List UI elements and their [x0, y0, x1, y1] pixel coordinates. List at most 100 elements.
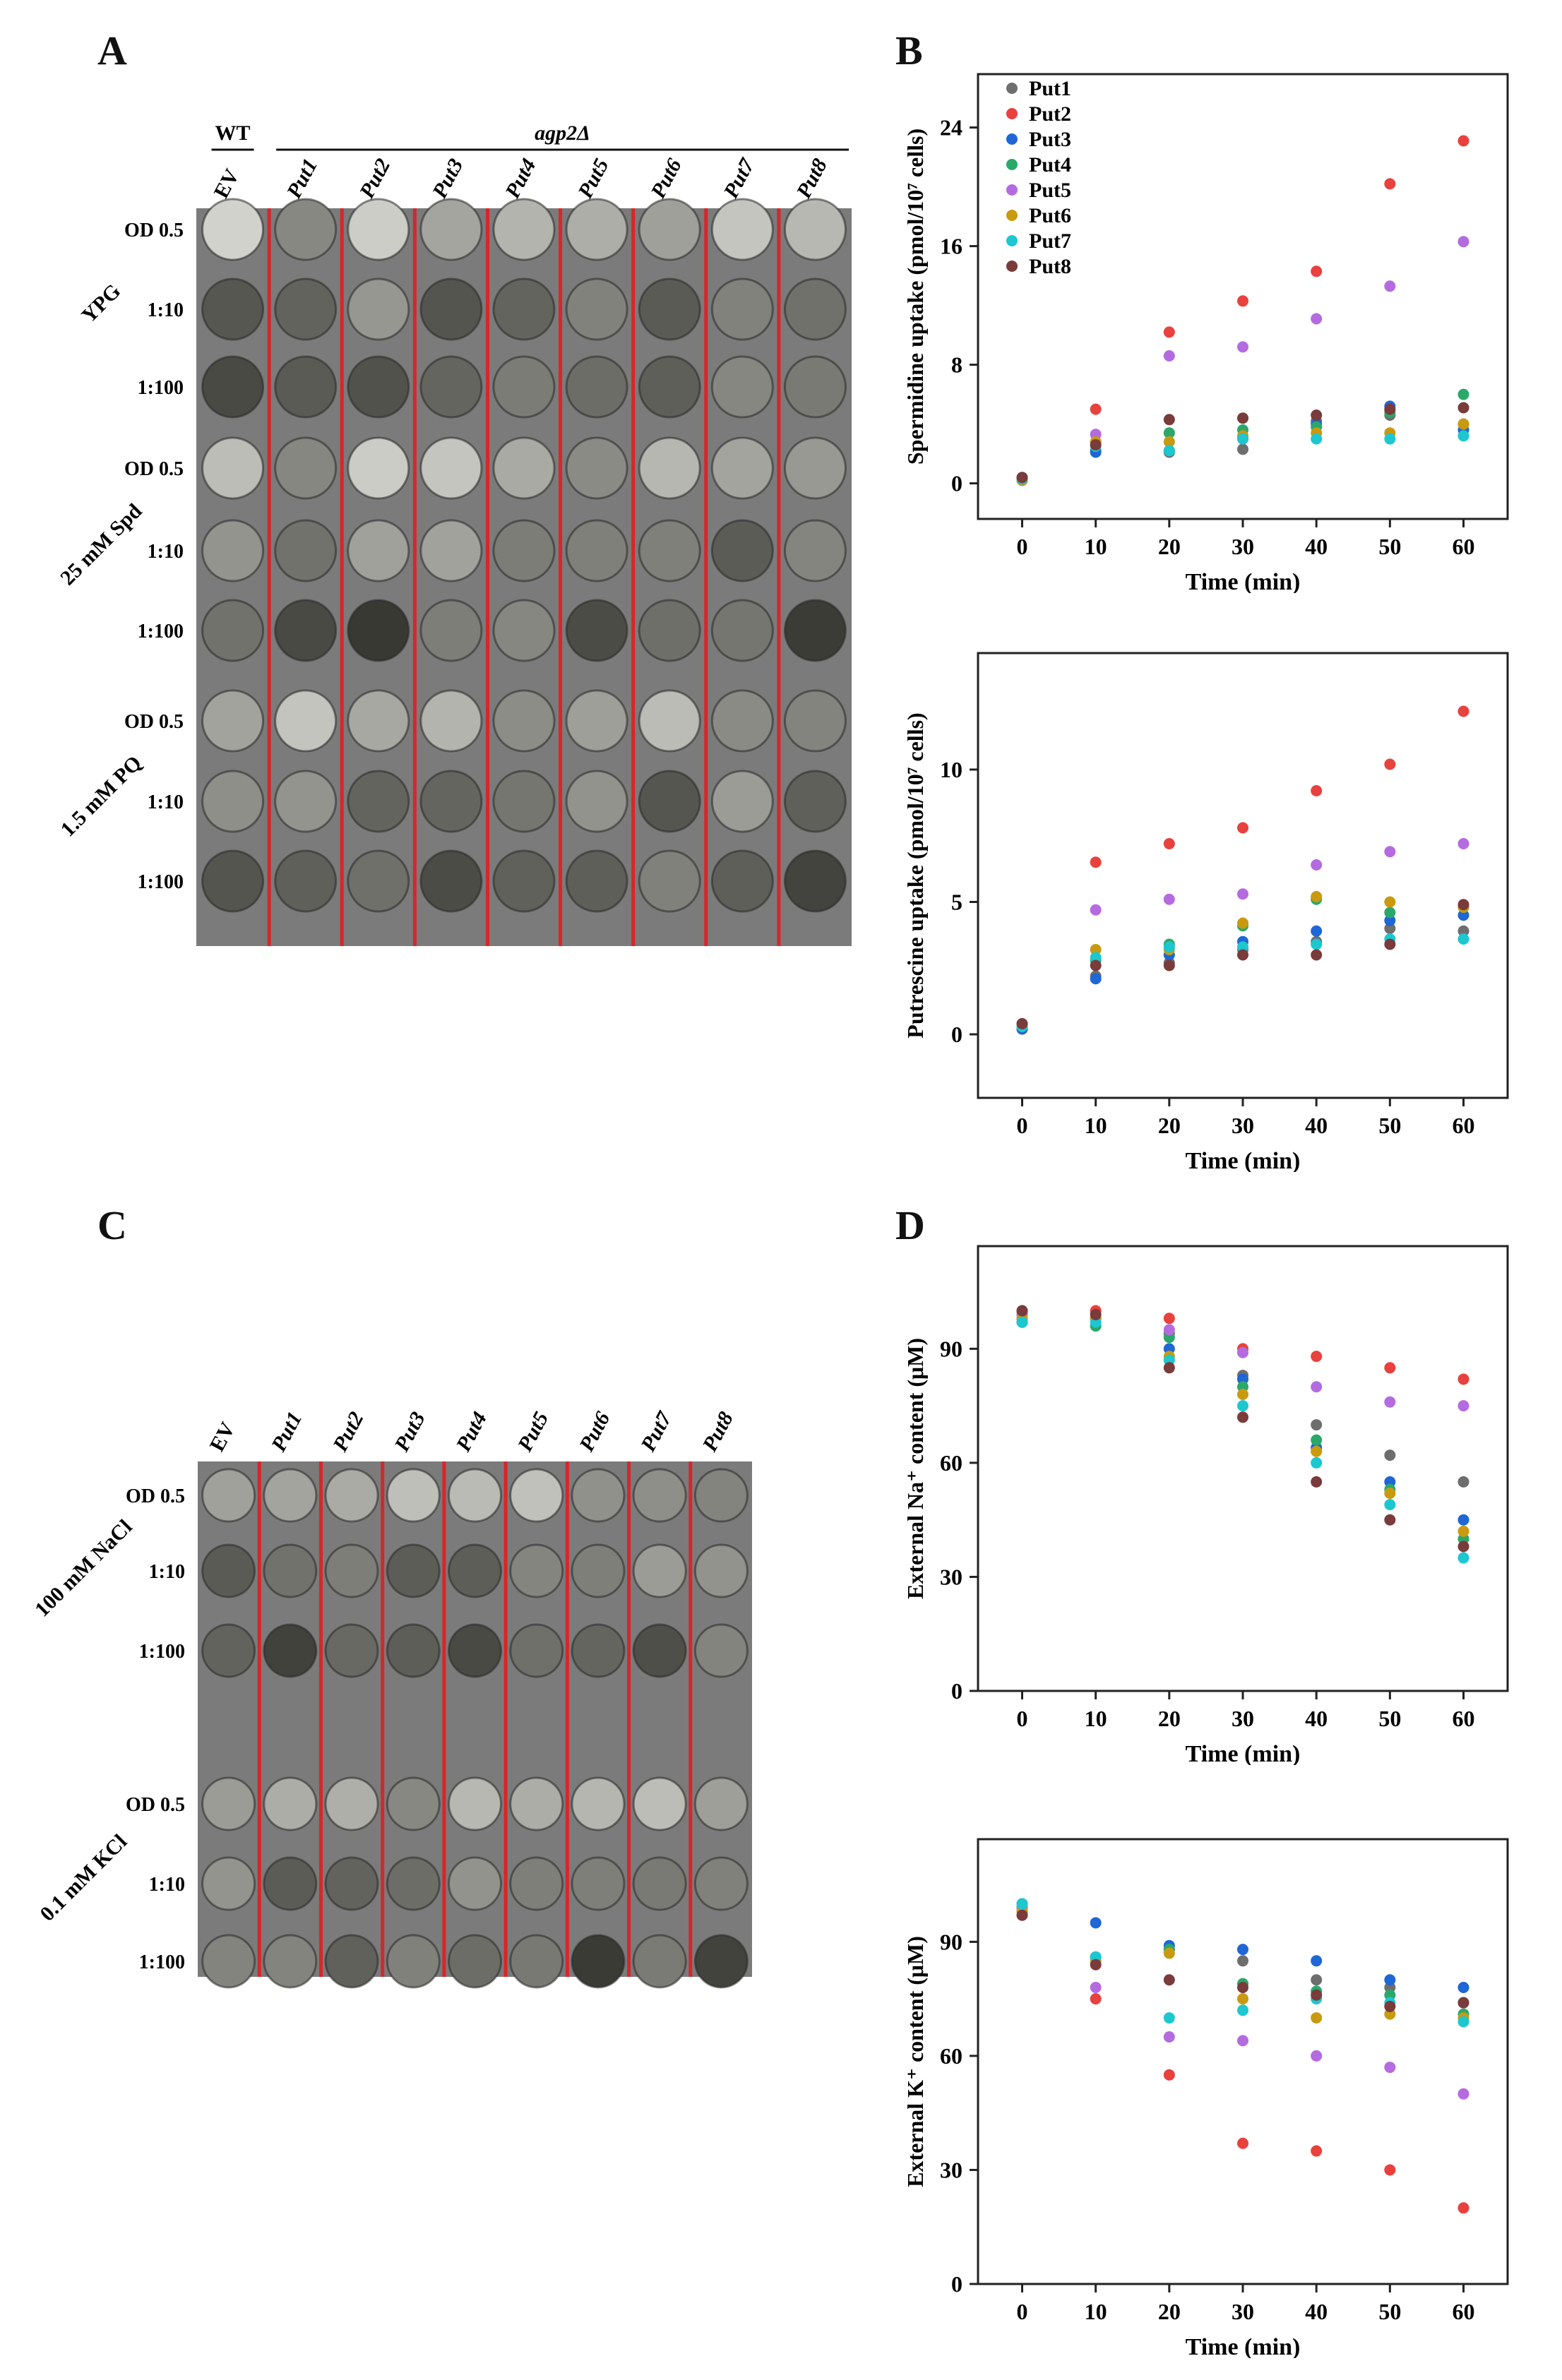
colony-spot	[201, 436, 265, 500]
data-point-put1	[1237, 1955, 1248, 1967]
legend-label-put8: Put8	[1029, 255, 1071, 278]
x-tick-label: 20	[1158, 2299, 1181, 2324]
colony-spot	[201, 277, 265, 341]
colony-spot	[693, 1856, 749, 1911]
data-point-put2	[1457, 705, 1469, 717]
colony-spot	[492, 599, 556, 662]
colony-spot	[783, 355, 847, 419]
data-point-put6	[1237, 917, 1248, 929]
colony-spot	[263, 1856, 318, 1911]
colony-spot	[201, 599, 265, 662]
colony-spot	[419, 770, 483, 833]
colony-spot	[492, 519, 556, 582]
colony-spot	[274, 277, 338, 341]
colony-spot	[565, 519, 628, 582]
colony-spot	[638, 599, 701, 662]
external-k-content-chart: 0 10 20 30 40 50 60 0 30 60 90 Time (min) External K…	[902, 1838, 1509, 2358]
colony-spot	[565, 436, 628, 500]
data-point-put2	[1090, 1993, 1102, 2005]
data-point-put5	[1457, 2088, 1469, 2100]
colony-spot	[419, 436, 483, 500]
data-point-put8	[1457, 899, 1469, 911]
colony-spot	[274, 770, 338, 833]
colony-spot	[201, 1543, 256, 1598]
colony-spot	[565, 770, 628, 833]
colony-spot	[509, 1543, 564, 1598]
data-point-put2	[1457, 2202, 1469, 2214]
legend-label-put4: Put4	[1029, 153, 1071, 177]
x-tick-label: 0	[1017, 1706, 1028, 1731]
legend-marker-put5	[1006, 184, 1018, 196]
x-tick-label: 40	[1305, 1706, 1328, 1731]
data-point-put5	[1090, 1982, 1102, 1993]
data-point-put5	[1163, 1324, 1175, 1336]
data-point-put2	[1384, 1362, 1396, 1374]
colony-spot	[201, 198, 265, 261]
data-point-put8	[1384, 938, 1396, 950]
colony-spot	[448, 1468, 502, 1523]
colony-spot	[783, 519, 847, 582]
y-axis-label: External K⁺ content (μM)	[902, 1936, 928, 2187]
colony-spot	[263, 1934, 318, 1989]
colony-spot	[448, 1623, 502, 1678]
column-header-put8: Put8	[792, 155, 832, 203]
data-point-put2	[1384, 178, 1396, 190]
x-tick-label: 50	[1378, 534, 1401, 559]
colony-spot	[347, 519, 410, 582]
panel-label-a: A	[97, 28, 127, 73]
data-point-put2	[1237, 295, 1248, 307]
colony-spot	[632, 1468, 687, 1523]
data-point-put6	[1311, 2012, 1323, 2024]
data-point-put8	[1016, 1909, 1028, 1921]
colony-spot	[509, 1776, 564, 1831]
row-label: 1:100	[138, 621, 184, 642]
data-point-put7	[1237, 2004, 1248, 2016]
x-tick-label: 40	[1305, 1113, 1328, 1138]
data-point-put5	[1163, 893, 1175, 905]
colony-spot	[783, 849, 847, 913]
column-header-ev: EV	[205, 1418, 240, 1456]
colony-spot	[448, 1543, 502, 1598]
colony-spot	[201, 519, 265, 582]
data-point-put8	[1457, 402, 1469, 414]
data-point-put7	[1163, 445, 1175, 457]
colony-spot	[324, 1468, 379, 1523]
colony-spot	[632, 1934, 687, 1989]
colony-spot	[201, 1468, 256, 1523]
data-point-put5	[1457, 838, 1469, 849]
colony-spot	[571, 1934, 626, 1989]
colony-spot	[710, 436, 774, 500]
x-tick-label: 60	[1453, 1706, 1475, 1731]
row-label: OD 0.5	[124, 220, 184, 241]
x-tick-label: 40	[1305, 2299, 1328, 2324]
colony-spot	[274, 689, 338, 753]
data-point-put5	[1237, 888, 1248, 900]
colony-spot	[419, 198, 483, 261]
colony-spot	[783, 689, 847, 753]
y-tick-label: 0	[951, 1022, 962, 1047]
colony-spot	[571, 1776, 626, 1831]
column-header-put6: Put6	[575, 1408, 615, 1456]
y-tick-label: 0	[951, 471, 962, 496]
data-point-put7	[1090, 952, 1102, 964]
colony-spot	[347, 849, 410, 913]
data-point-put2	[1384, 2164, 1396, 2176]
data-point-put8	[1384, 2000, 1396, 2012]
data-point-put3	[1237, 1944, 1248, 1956]
x-tick-label: 20	[1158, 1113, 1181, 1138]
data-point-put7	[1237, 941, 1248, 953]
data-point-put7	[1457, 430, 1469, 442]
colony-spot	[386, 1934, 441, 1989]
colony-spot	[492, 277, 556, 341]
legend-marker-put4	[1006, 159, 1018, 170]
x-tick-label: 50	[1378, 1706, 1401, 1731]
colony-spot	[783, 770, 847, 833]
colony-spot	[638, 198, 701, 261]
y-tick-label: 0	[951, 2271, 962, 2297]
data-point-put3	[1384, 1974, 1396, 1986]
panel-label-d: D	[895, 1202, 925, 1248]
colony-spot	[638, 436, 701, 500]
data-point-put8	[1311, 409, 1323, 421]
data-point-put7	[1237, 1400, 1248, 1412]
x-tick-label: 60	[1453, 534, 1475, 559]
